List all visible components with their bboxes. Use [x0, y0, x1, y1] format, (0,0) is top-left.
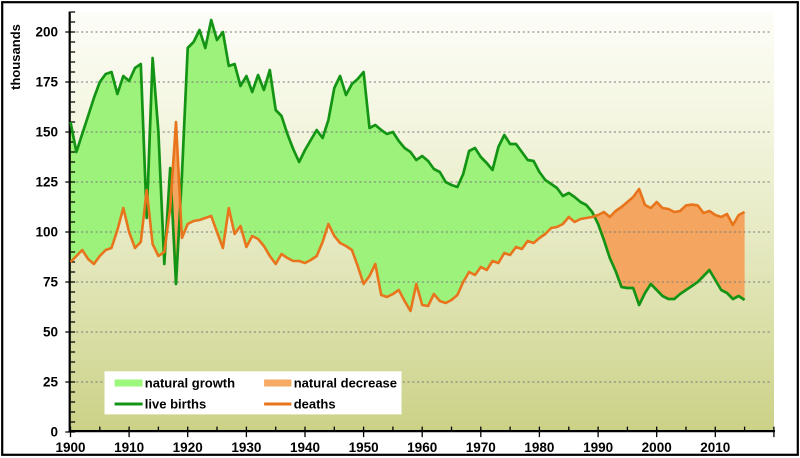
svg-text:1950: 1950 [349, 440, 379, 455]
svg-text:1980: 1980 [524, 440, 554, 455]
svg-text:thousands: thousands [8, 24, 23, 90]
svg-text:175: 175 [35, 75, 58, 90]
svg-text:1910: 1910 [114, 440, 144, 455]
svg-text:1920: 1920 [173, 440, 203, 455]
svg-text:125: 125 [35, 175, 58, 190]
svg-text:1900: 1900 [55, 440, 85, 455]
svg-text:50: 50 [43, 325, 58, 340]
svg-text:1960: 1960 [407, 440, 437, 455]
svg-text:deaths: deaths [294, 396, 336, 411]
svg-text:200: 200 [35, 25, 58, 40]
svg-text:25: 25 [43, 375, 59, 390]
svg-text:1930: 1930 [231, 440, 261, 455]
svg-text:natural growth: natural growth [145, 376, 235, 391]
svg-text:100: 100 [35, 225, 58, 240]
svg-text:0: 0 [50, 425, 58, 440]
svg-text:2000: 2000 [642, 440, 672, 455]
svg-text:1970: 1970 [466, 440, 496, 455]
svg-text:75: 75 [43, 275, 59, 290]
svg-text:150: 150 [35, 125, 58, 140]
svg-text:1990: 1990 [583, 440, 613, 455]
svg-text:1940: 1940 [290, 440, 320, 455]
svg-text:natural decrease: natural decrease [294, 376, 397, 391]
svg-text:2010: 2010 [700, 440, 730, 455]
svg-text:live births: live births [145, 396, 206, 411]
